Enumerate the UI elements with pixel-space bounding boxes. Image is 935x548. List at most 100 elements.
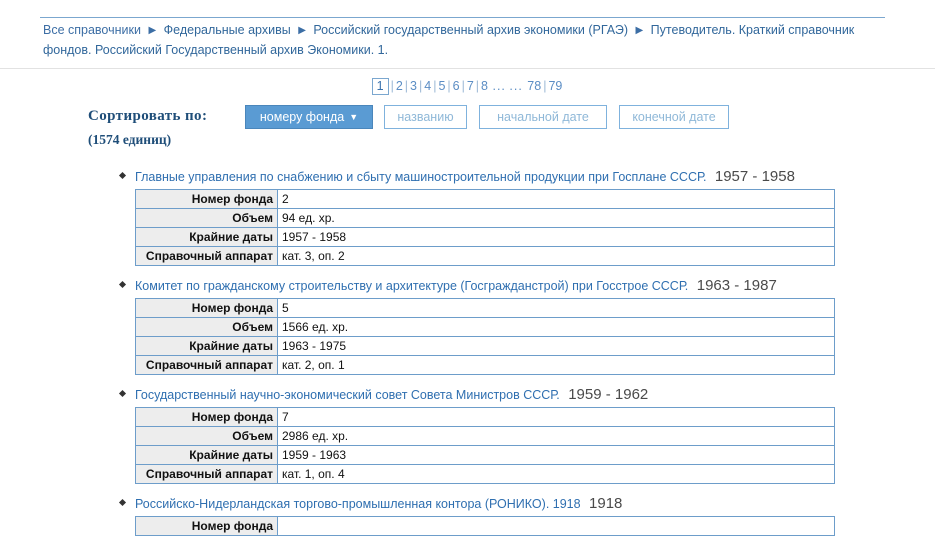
table-row: Крайние даты 1957 - 1958 bbox=[135, 227, 835, 247]
pagination-separator: | bbox=[447, 79, 451, 93]
fund-details-table: Номер фонда 2 Объем 94 ед. хр. Крайние д… bbox=[135, 189, 835, 266]
pagination-separator: | bbox=[418, 79, 423, 93]
value-finding-aids: кат. 2, оп. 1 bbox=[277, 355, 835, 375]
pagination-ellipsis-right: ... bbox=[509, 79, 523, 93]
value-extreme-dates: 1957 - 1958 bbox=[277, 227, 835, 247]
header-divider bbox=[0, 68, 935, 69]
value-extreme-dates: 1959 - 1963 bbox=[277, 445, 835, 465]
pagination-page-2[interactable]: 2 bbox=[395, 79, 403, 93]
pagination-page-5[interactable]: 5 bbox=[438, 79, 446, 93]
fund-title-link[interactable]: Российско-Нидерландская торгово-промышле… bbox=[135, 497, 581, 511]
pagination-page-8[interactable]: 8 bbox=[481, 79, 488, 93]
table-row: Номер фонда 5 bbox=[135, 298, 835, 318]
pagination-page-7[interactable]: 7 bbox=[466, 79, 474, 93]
pagination-separator: | bbox=[390, 79, 394, 93]
breadcrumb-item-rgae[interactable]: Российский государственный архив экономи… bbox=[313, 23, 628, 37]
sort-by-start-date-button[interactable]: начальной дате bbox=[479, 105, 607, 129]
pagination-separator: | bbox=[543, 79, 547, 93]
sort-by-end-date-button[interactable]: конечной дате bbox=[619, 105, 729, 129]
label-fund-number: Номер фонда bbox=[135, 516, 278, 536]
fund-header: Комитет по гражданскому строительству и … bbox=[0, 277, 935, 295]
fund-header: Российско-Нидерландская торгово-промышле… bbox=[0, 495, 935, 513]
label-fund-number: Номер фонда bbox=[135, 298, 278, 318]
label-fund-number: Номер фонда bbox=[135, 189, 278, 209]
value-volume: 94 ед. хр. bbox=[277, 208, 835, 228]
label-volume: Объем bbox=[135, 426, 278, 446]
pagination-page-79[interactable]: 79 bbox=[548, 79, 563, 93]
value-extreme-dates: 1963 - 1975 bbox=[277, 336, 835, 356]
fund-date-range: 1957 - 1958 bbox=[714, 168, 795, 185]
fund-date-range: 1918 bbox=[589, 495, 623, 512]
label-volume: Объем bbox=[135, 317, 278, 337]
table-row: Крайние даты 1959 - 1963 bbox=[135, 445, 835, 465]
sort-by-fund-number-button[interactable]: номеру фонда ▼ bbox=[245, 105, 373, 129]
table-row: Номер фонда 2 bbox=[135, 189, 835, 209]
table-row: Справочный аппарат кат. 1, оп. 4 bbox=[135, 464, 835, 484]
table-row: Справочный аппарат кат. 3, оп. 2 bbox=[135, 246, 835, 266]
pagination-page-6[interactable]: 6 bbox=[452, 79, 460, 93]
caret-right-icon: ▶ bbox=[298, 25, 306, 36]
sort-by-name-button[interactable]: названию bbox=[384, 105, 467, 129]
value-fund-number: 5 bbox=[277, 298, 835, 318]
caret-right-icon: ▶ bbox=[635, 25, 644, 36]
label-fund-number: Номер фонда bbox=[135, 407, 278, 427]
pagination-ellipsis-left: ... bbox=[492, 79, 506, 93]
table-row: Номер фонда bbox=[135, 516, 835, 536]
pagination-page-4[interactable]: 4 bbox=[424, 79, 432, 93]
fund-details-table: Номер фонда 5 Объем 1566 ед. хр. Крайние… bbox=[135, 298, 835, 375]
fund-title-link[interactable]: Главные управления по снабжению и сбыту … bbox=[135, 170, 707, 184]
fund-date-range: 1963 - 1987 bbox=[696, 277, 777, 294]
value-fund-number bbox=[277, 516, 835, 536]
value-finding-aids: кат. 1, оп. 4 bbox=[277, 464, 835, 484]
label-volume: Объем bbox=[135, 208, 278, 228]
table-row: Объем 1566 ед. хр. bbox=[135, 317, 835, 337]
fund-date-range: 1959 - 1962 bbox=[568, 386, 649, 403]
value-fund-number: 7 bbox=[277, 407, 835, 427]
breadcrumb-item-all-guides[interactable]: Все справочники bbox=[43, 23, 141, 37]
caret-down-icon: ▼ bbox=[349, 112, 359, 122]
value-volume: 1566 ед. хр. bbox=[277, 317, 835, 337]
bullet-icon bbox=[118, 171, 127, 180]
pagination-separator: | bbox=[433, 79, 437, 93]
sort-label: Сортировать по: bbox=[88, 108, 208, 124]
fund-list: Главные управления по снабжению и сбыту … bbox=[0, 168, 935, 548]
pagination-separator: | bbox=[475, 79, 480, 93]
table-row: Справочный аппарат кат. 2, оп. 1 bbox=[135, 355, 835, 375]
fund-details-table: Номер фонда 7 Объем 2986 ед. хр. Крайние… bbox=[135, 407, 835, 484]
label-extreme-dates: Крайние даты bbox=[135, 336, 278, 356]
pagination: 1 | 2 | 3 | 4 | 5 | 6 | 7 | 8 ... ... 78 | 79 bbox=[0, 78, 935, 95]
fund-details-table: Номер фонда bbox=[135, 516, 835, 536]
breadcrumb-item-federal-archives[interactable]: Федеральные архивы bbox=[163, 23, 291, 37]
fund-header: Государственный научно-экономический сов… bbox=[0, 386, 935, 404]
value-fund-number: 2 bbox=[277, 189, 835, 209]
record-count: (1574 единиц) bbox=[88, 132, 172, 147]
caret-right-icon: ▶ bbox=[148, 25, 157, 36]
breadcrumb-item-current: Путеводитель. Краткий справочник фондов.… bbox=[43, 23, 855, 57]
bullet-icon bbox=[118, 389, 127, 398]
bullet-icon bbox=[118, 498, 127, 507]
pagination-page-3[interactable]: 3 bbox=[410, 79, 417, 93]
value-volume: 2986 ед. хр. bbox=[277, 426, 835, 446]
table-row: Объем 94 ед. хр. bbox=[135, 208, 835, 228]
fund-title-link[interactable]: Государственный научно-экономический сов… bbox=[135, 388, 560, 402]
table-row: Номер фонда 7 bbox=[135, 407, 835, 427]
pagination-separator: | bbox=[461, 79, 465, 93]
breadcrumb: Все справочники ▶ Федеральные архивы ▶ Р… bbox=[43, 21, 888, 60]
list-item: Главные управления по снабжению и сбыту … bbox=[0, 168, 935, 266]
pagination-page-78[interactable]: 78 bbox=[527, 79, 542, 93]
label-extreme-dates: Крайние даты bbox=[135, 445, 278, 465]
list-item: Комитет по гражданскому строительству и … bbox=[0, 277, 935, 375]
fund-title-link[interactable]: Комитет по гражданскому строительству и … bbox=[135, 279, 689, 293]
fund-header: Главные управления по снабжению и сбыту … bbox=[0, 168, 935, 186]
label-finding-aids: Справочный аппарат bbox=[135, 464, 278, 484]
pagination-current-page[interactable]: 1 bbox=[371, 78, 389, 95]
bullet-icon bbox=[118, 280, 127, 289]
sort-by-fund-number-label: номеру фонда bbox=[259, 110, 345, 124]
breadcrumb-top-rule bbox=[40, 17, 885, 18]
label-finding-aids: Справочный аппарат bbox=[135, 355, 278, 375]
label-extreme-dates: Крайние даты bbox=[135, 227, 278, 247]
list-item: Российско-Нидерландская торгово-промышле… bbox=[0, 495, 935, 536]
pagination-separator: | bbox=[404, 79, 409, 93]
label-finding-aids: Справочный аппарат bbox=[135, 246, 278, 266]
